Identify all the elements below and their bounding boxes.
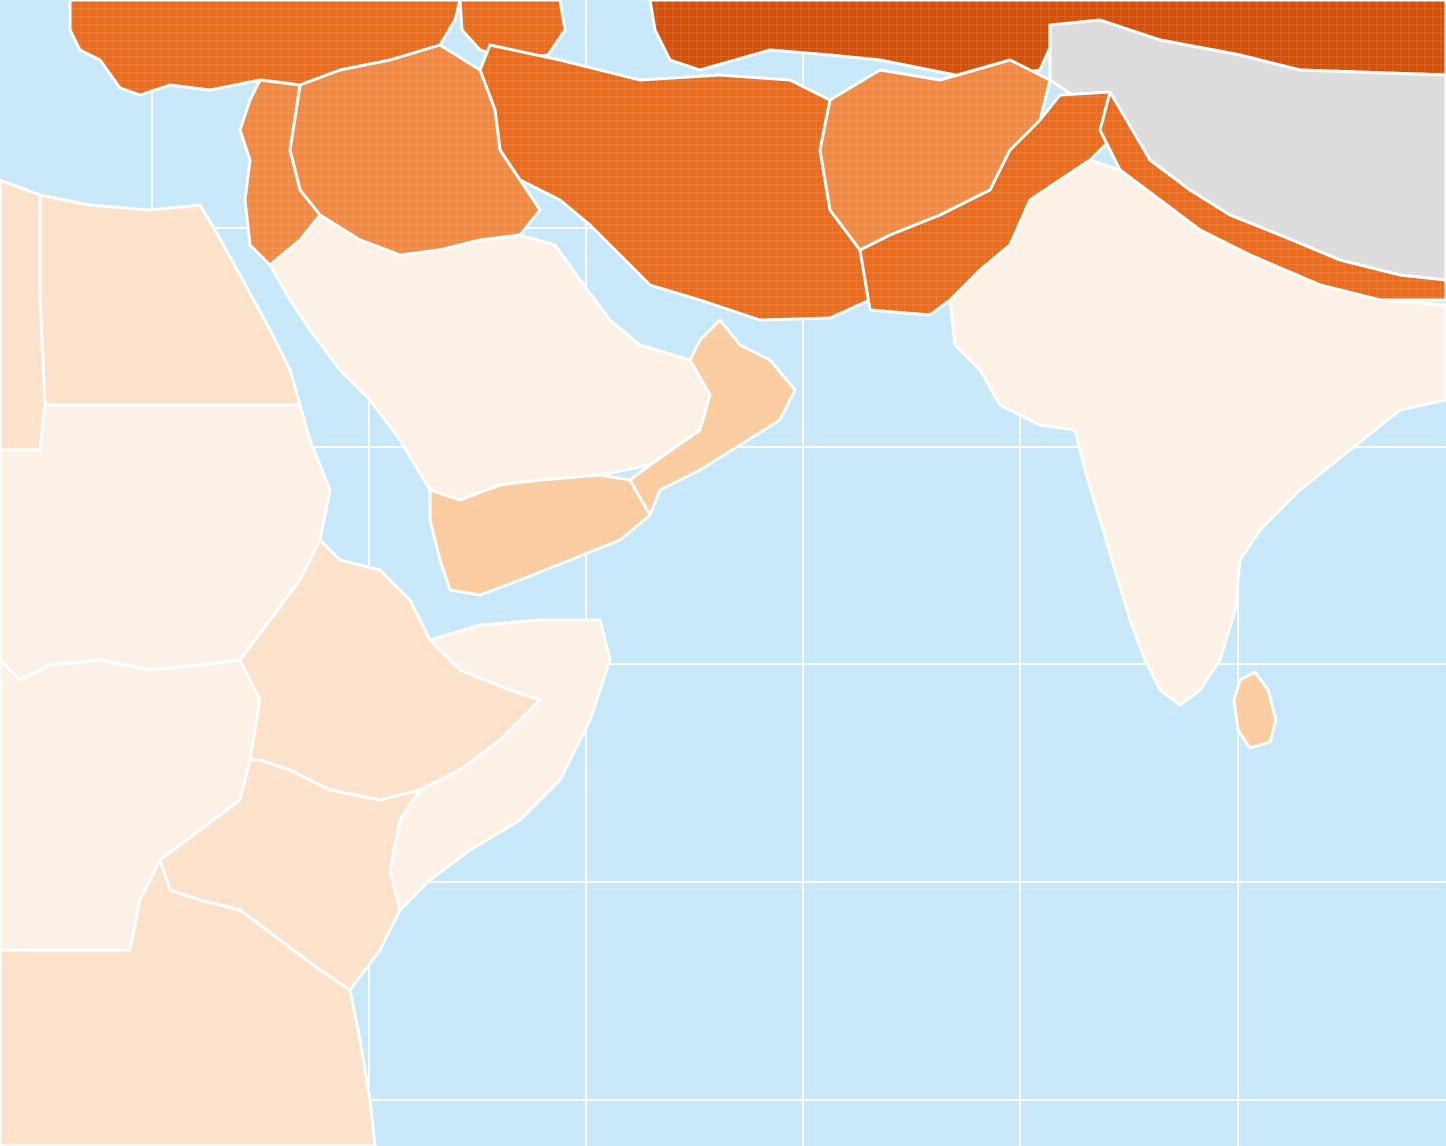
grid-texture (0, 0, 1446, 1146)
choropleth-map[interactable] (0, 0, 1446, 1146)
map-viewport[interactable] (0, 0, 1446, 1146)
